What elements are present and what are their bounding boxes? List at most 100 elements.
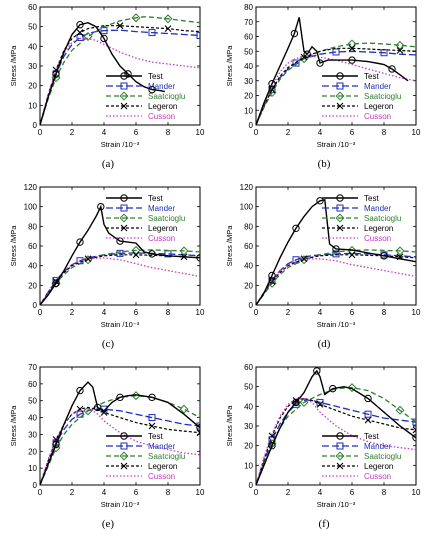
x-tick-label: 4 (102, 128, 107, 137)
data-point-mander (412, 418, 416, 426)
data-point-test (290, 29, 299, 38)
series-line-legeron (256, 254, 416, 305)
data-point-test (148, 250, 156, 258)
legend-marker (120, 432, 128, 440)
data-point-saatcioglu (395, 405, 405, 415)
y-axis-label: Stress /MPa (225, 45, 234, 87)
y-tick-label: 30 (28, 430, 37, 439)
y-tick-label: 80 (244, 222, 253, 231)
y-tick-label: 100 (240, 203, 254, 212)
x-axis-label: Strain /10⁻³ (317, 500, 356, 509)
series-line-saatcioglu (40, 249, 200, 305)
series-line-test (40, 21, 165, 125)
x-tick-label: 4 (102, 308, 107, 317)
legend-marker (336, 224, 344, 232)
series-line-test (256, 198, 416, 305)
legend-marker (336, 432, 344, 440)
x-tick-label: 0 (38, 128, 43, 137)
data-point-test (268, 271, 276, 280)
data-point-test (329, 384, 337, 393)
x-tick-label: 4 (102, 488, 107, 497)
legend-label: Legeron (364, 462, 393, 471)
x-tick-label: 2 (286, 488, 291, 497)
legend-label: Test (364, 72, 379, 81)
x-axis-label: Strain /10⁻³ (101, 500, 140, 509)
y-tick-label: 80 (28, 222, 37, 231)
data-point-test (52, 279, 60, 288)
legend-label: Saatcioglu (148, 214, 185, 223)
panel-label: (c) (102, 338, 115, 350)
y-tick-label: 10 (244, 106, 253, 115)
legend-marker (335, 213, 345, 223)
y-tick-label: 50 (244, 47, 253, 56)
series-line-mander (40, 408, 200, 485)
data-point-test (148, 85, 156, 94)
y-tick-label: 60 (28, 242, 37, 251)
series-line-cusson (256, 55, 416, 125)
data-point-test (93, 403, 102, 412)
data-point-saatcioglu (179, 246, 189, 256)
x-tick-label: 2 (70, 128, 75, 137)
y-tick-label: 40 (244, 402, 253, 411)
legend-marker (120, 102, 128, 110)
data-point-test (97, 202, 105, 211)
data-point-test (52, 440, 60, 449)
series-group (40, 13, 200, 125)
series-line-saatcioglu (256, 249, 416, 305)
x-tick-label: 10 (196, 488, 205, 497)
data-point-legeron (364, 416, 372, 424)
y-tick-label: 0 (33, 301, 38, 310)
y-tick-label: 20 (244, 442, 253, 451)
data-point-test (292, 224, 300, 233)
data-point-test (388, 65, 396, 73)
series-line-legeron (256, 47, 416, 125)
legend-marker (119, 91, 129, 101)
legend-marker (336, 72, 344, 80)
y-tick-label: 30 (28, 62, 37, 71)
legend-marker (336, 442, 344, 450)
y-tick-label: 40 (28, 42, 37, 51)
legend-label: Saatcioglu (364, 452, 401, 461)
data-point-test (316, 59, 324, 67)
panel-label: (f) (319, 518, 330, 530)
data-point-test (303, 50, 311, 58)
y-tick-label: 20 (244, 281, 253, 290)
y-axis-label: Stress /MPa (9, 225, 18, 267)
legend-label: Mander (148, 204, 175, 213)
x-tick-label: 4 (318, 308, 323, 317)
chart-panel: 0 2 4 6 8 10 0 10 20 30 40 50 60 70 80 Strain /10⁻³ Stre… (225, 3, 421, 170)
legend-marker (119, 213, 129, 223)
x-tick-label: 0 (38, 308, 43, 317)
legend-marker (336, 204, 344, 212)
series-line-mander (256, 252, 416, 305)
legend-label: Cusson (148, 472, 175, 481)
data-point-mander (196, 32, 200, 40)
legend-label: Legeron (148, 224, 177, 233)
y-tick-label: 10 (28, 101, 37, 110)
series-line-cusson (256, 258, 416, 305)
x-tick-label: 6 (134, 128, 139, 137)
data-point-test (52, 70, 60, 78)
x-tick-label: 8 (166, 488, 171, 497)
y-tick-label: 120 (240, 183, 254, 192)
data-point-saatcioglu (299, 397, 309, 407)
legend-marker (335, 451, 345, 461)
x-tick-label: 6 (350, 128, 355, 137)
data-point-legeron (164, 25, 172, 33)
data-point-mander (116, 249, 124, 257)
series-group (256, 17, 416, 125)
legend-marker (120, 224, 128, 232)
series-line-cusson (256, 397, 416, 485)
data-point-legeron (316, 400, 324, 408)
x-tick-label: 6 (350, 308, 355, 317)
legend-label: Test (364, 432, 379, 441)
legend-label: Saatcioglu (148, 452, 185, 461)
data-point-test (76, 21, 84, 29)
panel-label: (a) (102, 158, 115, 170)
series-line-cusson (40, 257, 200, 305)
legend-marker (120, 442, 128, 450)
data-point-saatcioglu (395, 246, 405, 256)
series-line-test (40, 204, 200, 305)
